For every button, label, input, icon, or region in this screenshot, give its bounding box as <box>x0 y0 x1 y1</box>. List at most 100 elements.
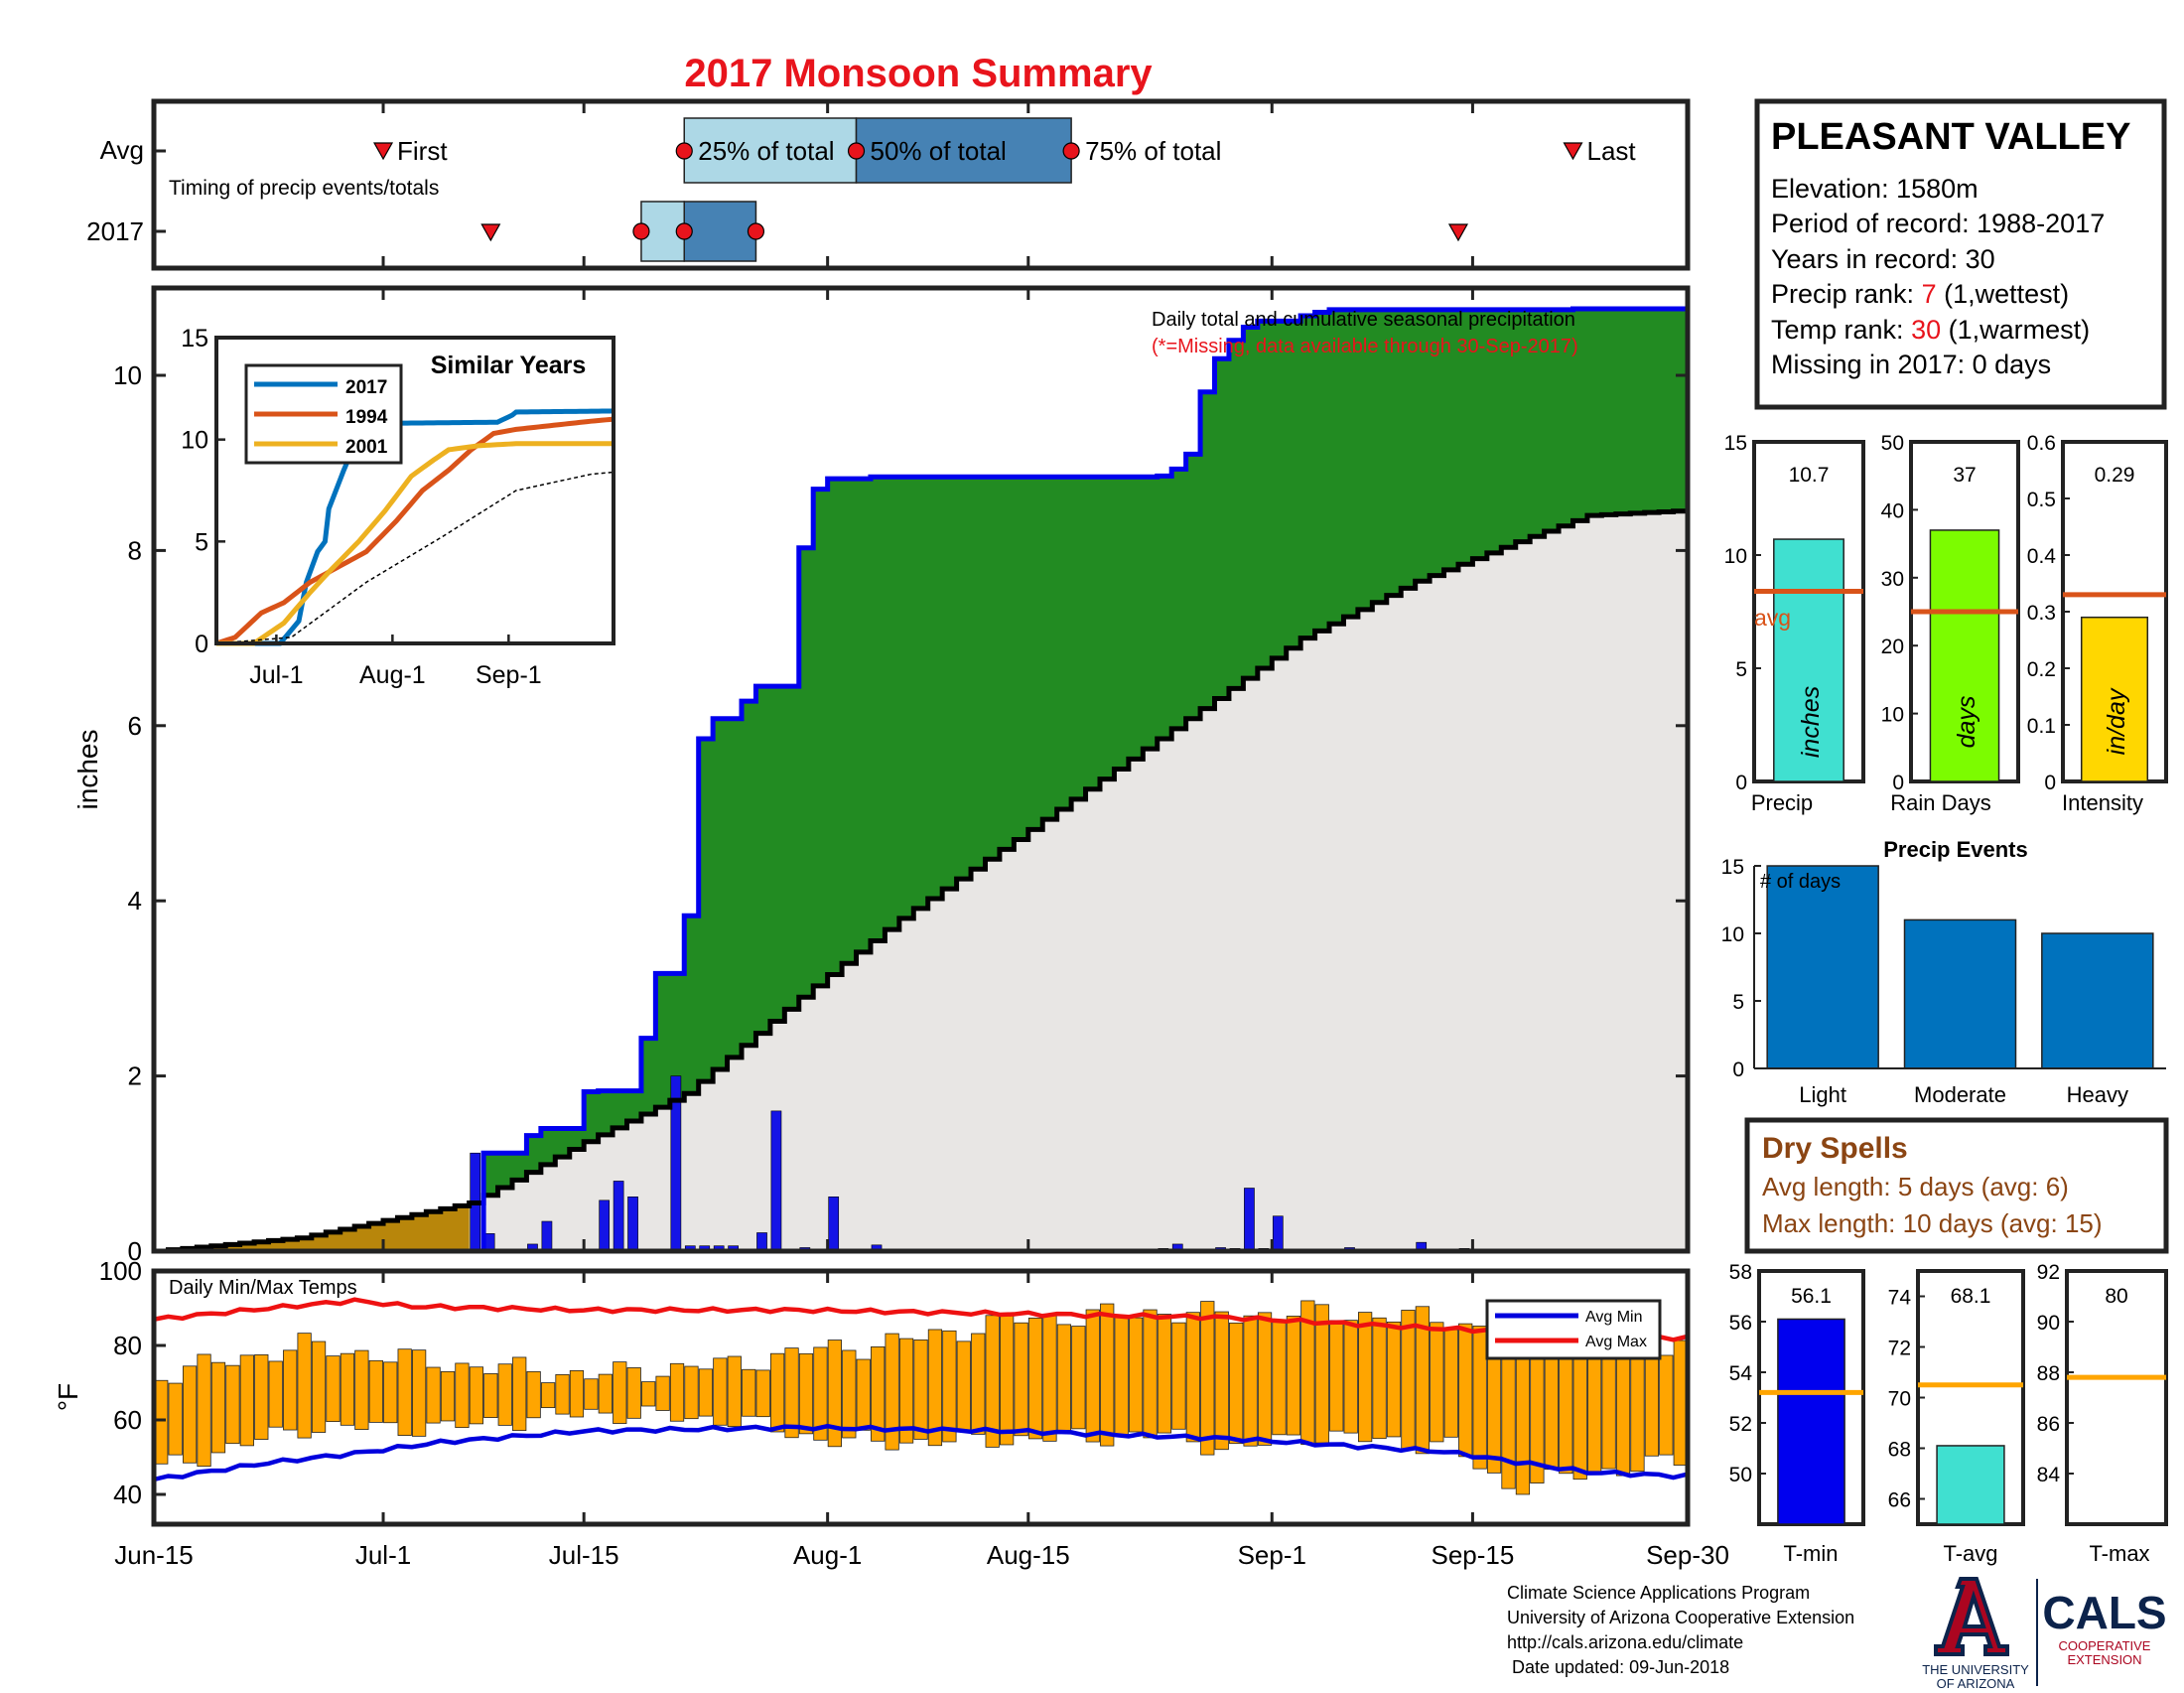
daily-temp-bar <box>1458 1323 1473 1458</box>
daily-temp-bar <box>1472 1326 1487 1470</box>
tmin-label: T-min <box>1784 1541 1839 1566</box>
daily-temp-bar <box>1430 1322 1444 1443</box>
daily-temp-bar <box>1286 1316 1301 1436</box>
dry-max-length: Max length: 10 days (avg: 15) <box>1762 1208 2103 1238</box>
temp-ytick-label: 80 <box>113 1331 142 1360</box>
daily-temp-bar <box>1027 1317 1043 1440</box>
daily-temp-bar <box>383 1361 398 1424</box>
temp-rank-value: 30 <box>1911 315 1941 345</box>
intensity-ytick-label: 0 <box>2044 772 2056 794</box>
main-ylabel: inches <box>72 730 103 810</box>
footer-program: Climate Science Applications Program <box>1507 1583 1810 1603</box>
avg-min-line <box>153 1423 1689 1482</box>
daily-temp-bar <box>268 1360 283 1428</box>
daily-temp-bar <box>555 1373 570 1415</box>
tmin-ytick-label: 56 <box>1729 1312 1752 1335</box>
inset-frame <box>214 336 615 645</box>
average-cumulative-line <box>154 508 1688 1254</box>
timing-subtitle: Timing of precip events/totals <box>169 177 439 200</box>
daily-temp-bar <box>584 1378 599 1410</box>
station-info-box: PLEASANT VALLEY Elevation: 1580m Period … <box>1754 98 2167 410</box>
daily-temp-bar <box>1415 1306 1430 1455</box>
cals-sub-1: COOPERATIVE <box>2059 1638 2151 1653</box>
event-bar-moderate <box>1903 918 2017 1069</box>
precip-ytick-label: 10 <box>1724 545 1747 568</box>
inset-xtick-label: Aug-1 <box>359 661 426 689</box>
raindays-ytick-label: 30 <box>1881 568 1904 591</box>
avg-p50-marker <box>847 142 866 160</box>
footer-university: University of Arizona Cooperative Extens… <box>1507 1608 1854 1627</box>
daily-temp-bar <box>898 1338 914 1444</box>
daily-temp-bar <box>210 1361 226 1454</box>
daily-precip-bar <box>1244 1188 1255 1252</box>
daily-temp-bar <box>1601 1349 1616 1470</box>
first-label: First <box>397 136 448 166</box>
daily-temp-bar <box>1128 1317 1144 1433</box>
avg-last-marker <box>1563 142 1583 161</box>
inset-line-1994 <box>215 416 614 646</box>
year-p25-marker <box>632 222 650 240</box>
tavg-label: T-avg <box>1943 1541 1997 1566</box>
years-in-record: Years in record: 30 <box>1771 244 1995 274</box>
daily-temp-bar <box>798 1352 814 1435</box>
daily-temp-bar <box>1214 1311 1229 1451</box>
tavg-ytick-label: 70 <box>1888 1388 1911 1411</box>
tmax-ytick-label: 88 <box>2037 1362 2060 1385</box>
daily-temp-bar <box>927 1329 943 1447</box>
tmin-ytick-label: 52 <box>1729 1413 1752 1436</box>
daily-temp-bar <box>713 1357 728 1426</box>
daily-temp-bar <box>1157 1314 1172 1434</box>
daily-temp-bar <box>613 1361 627 1424</box>
precip-ytick-label: 15 <box>1724 432 1747 455</box>
inset-line-2001 <box>216 441 614 646</box>
dry-spells-frame <box>1744 1117 2169 1254</box>
daily-temp-bar <box>426 1366 441 1424</box>
temp-chart-title: Daily Min/Max Temps <box>169 1277 357 1299</box>
event-category-label: Light <box>1799 1082 1846 1107</box>
daily-temp-bar <box>1630 1340 1645 1473</box>
elevation: Elevation: 1580m <box>1771 174 1979 204</box>
missing-days: Missing in 2017: 0 days <box>1771 350 2051 379</box>
daily-temp-bar <box>1659 1354 1674 1456</box>
daily-temp-bar <box>283 1349 298 1431</box>
footer-credits: Climate Science Applications Program Uni… <box>1507 1583 1854 1677</box>
intensity-ytick-label: 0.1 <box>2027 715 2056 738</box>
daily-temp-bar <box>942 1330 957 1443</box>
daily-temp-bar <box>168 1382 183 1456</box>
daily-temp-bar <box>182 1365 198 1464</box>
event-category-label: Heavy <box>2067 1082 2128 1107</box>
raindays-ytick-label: 50 <box>1881 432 1904 455</box>
events-inner-label: # of days <box>1760 871 1841 893</box>
daily-temp-bar <box>1343 1320 1358 1434</box>
tmax-panel-frame <box>2065 1269 2168 1526</box>
tmax-ytick-label: 84 <box>2037 1464 2061 1486</box>
precip-stat-label: Precip <box>1751 790 1813 815</box>
daily-temp-bar <box>871 1345 886 1442</box>
avg-line-label: avg <box>1754 605 1791 631</box>
daily-temp-bar <box>669 1362 685 1422</box>
intensity-ytick-label: 0.5 <box>2027 489 2056 511</box>
avg-q50-box <box>855 117 1072 184</box>
daily-temp-bar <box>340 1352 355 1426</box>
precip-rank: Precip rank: 7 (1,wettest) <box>1771 279 2069 309</box>
raindays-unit: days <box>1953 696 1980 749</box>
temperature-chart: 40 60 80 100 Daily Min/Max Temps °F Avg Min… <box>53 1256 1691 1527</box>
daily-temp-bar <box>1544 1354 1559 1471</box>
daily-temp-bar <box>540 1382 556 1409</box>
ua-logo-text-1: THE UNIVERSITY <box>1922 1662 2029 1677</box>
daily-temp-bar <box>885 1333 899 1451</box>
main-plot-frame <box>151 285 1691 1254</box>
temp-ytick-label: 100 <box>99 1256 142 1286</box>
daily-temp-bar <box>1443 1329 1458 1438</box>
daily-temp-bar <box>985 1315 1000 1448</box>
daily-temp-bar <box>197 1353 211 1468</box>
x-tick-label: Aug-15 <box>987 1540 1070 1570</box>
daily-precip-bar <box>599 1199 611 1252</box>
daily-temp-bar <box>856 1358 871 1431</box>
daily-precip-bar <box>627 1197 638 1252</box>
daily-temp-bar <box>455 1362 470 1429</box>
tavg-ytick-label: 72 <box>1888 1338 1911 1360</box>
avg-p75-marker <box>1062 142 1080 160</box>
legend-label-avg-max: Avg Max <box>1585 1334 1647 1350</box>
ua-logo-text-2: OF ARIZONA <box>1937 1676 2015 1688</box>
